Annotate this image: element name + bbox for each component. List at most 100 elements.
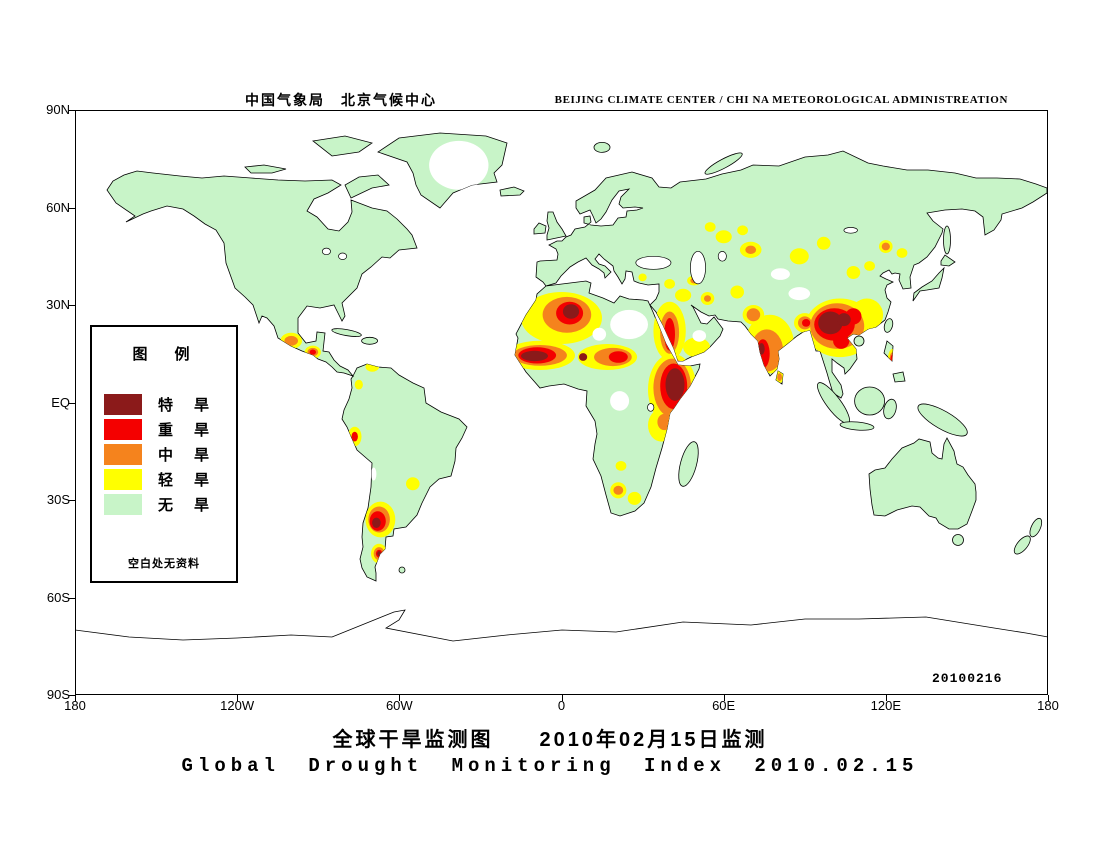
drought-region-light [816, 236, 831, 250]
world-drought-map [75, 110, 1048, 695]
header-chinese: 中国气象局 北京气候中心 [245, 92, 437, 108]
lat-label-EQ: EQ [51, 394, 70, 410]
svalbard [593, 142, 611, 153]
borneo [854, 386, 885, 416]
drought-region-moderate [777, 373, 782, 381]
lon-label-0: 0 [557, 698, 566, 713]
honshu [912, 266, 945, 302]
no-data-patch [592, 327, 607, 341]
drought-region-severe [833, 332, 850, 349]
header-english: BEIJING CLIMATE CENTER / CHI NA METEOROL… [554, 94, 1008, 106]
drought-region-light [704, 222, 716, 232]
sulawesi [883, 398, 897, 420]
drought-region-extreme [579, 353, 588, 361]
lat-label-60S: 60S [46, 589, 70, 605]
legend-label-moderate: 中 旱 [158, 447, 213, 464]
legend-swatch-none [104, 494, 142, 515]
no-data-patch [371, 467, 377, 481]
lakes-layer [321, 227, 858, 412]
lat-tick [69, 695, 75, 696]
lat-tick [69, 110, 75, 111]
drought-region-light [615, 461, 627, 471]
lon-tick [75, 695, 76, 701]
lake [338, 252, 348, 260]
drought-region-light [664, 279, 675, 289]
lon-label-60E: 60E [712, 698, 736, 713]
drought-region-light [730, 285, 744, 299]
drought-region-extreme [837, 313, 851, 327]
drought-region-severe [351, 431, 358, 442]
taiwan [883, 318, 894, 333]
lon-tick [1048, 695, 1049, 701]
antarctica [75, 609, 1048, 695]
legend-item-extreme: 特 旱 [104, 392, 236, 417]
no-data-patch [692, 330, 707, 342]
drought-region-light [406, 477, 420, 491]
hainan [853, 335, 865, 347]
drought-region-extreme [562, 304, 580, 319]
no-data-patch [770, 268, 790, 280]
legend-item-light: 轻 旱 [104, 467, 236, 492]
drought-layer-extreme [372, 304, 851, 556]
legend-swatch-moderate [104, 444, 142, 465]
lon-label-60W: 60W [385, 698, 413, 713]
lake [647, 403, 655, 412]
lat-label-30N: 30N [46, 297, 70, 312]
drought-region-severe [608, 351, 628, 363]
legend-title: 图 例 [132, 346, 196, 363]
lon-label-180: 180 [64, 698, 86, 713]
lon-label-120W: 120W [220, 698, 255, 713]
no-data-layer [371, 140, 811, 481]
legend-item-moderate: 中 旱 [104, 442, 236, 467]
drought-region-severe [664, 318, 675, 351]
hispaniola [361, 336, 379, 345]
drought-region-extreme [665, 368, 685, 401]
lon-tick [561, 695, 563, 701]
map-datestamp: 20100216 [932, 671, 1003, 686]
drought-region-extreme [818, 311, 843, 335]
new-zealand-south [1013, 535, 1031, 555]
drought-region-moderate [613, 485, 624, 495]
legend-item-none: 无 旱 [104, 492, 236, 517]
lon-tick [885, 695, 887, 701]
drought-region-moderate [657, 413, 671, 431]
no-data-patch [429, 140, 489, 190]
drought-region-light [638, 273, 647, 282]
great-britain [546, 211, 567, 241]
drought-region-light [737, 225, 748, 236]
lat-label-90S: 90S [46, 687, 70, 702]
map-frame [75, 110, 1048, 695]
drought-region-extreme [372, 517, 381, 528]
drought-region-light [354, 379, 363, 390]
madagascar [678, 441, 699, 487]
drought-region-severe [309, 349, 316, 355]
drought-region-moderate [284, 335, 298, 346]
legend-item-severe: 重 旱 [104, 417, 236, 442]
legend-swatch-light [104, 469, 142, 490]
drought-region-light [365, 361, 380, 372]
lon-label-180: 180 [1037, 698, 1059, 713]
lat-tick [69, 207, 75, 209]
drought-region-moderate [881, 242, 890, 251]
falklands [398, 566, 406, 574]
drought-region-moderate [704, 295, 711, 302]
title-english: Global Drought Monitoring Index 2010.02.… [181, 755, 919, 777]
drought-region-light [896, 248, 908, 258]
hokkaido [940, 254, 956, 267]
lake [843, 227, 858, 234]
no-data-patch [788, 287, 811, 301]
lat-tick [69, 305, 75, 306]
cuba [331, 328, 362, 337]
drought-region-light [627, 491, 642, 505]
drought-region-moderate [746, 308, 761, 322]
no-data-patch [610, 391, 630, 411]
drought-region-light [675, 288, 692, 302]
drought-region-severe [802, 319, 811, 327]
no-data-patch [610, 309, 648, 340]
lon-tick [237, 695, 239, 701]
drought-region-light [864, 261, 875, 271]
drought-region-light [789, 248, 809, 265]
drought-region-moderate [745, 245, 757, 254]
lat-tick [69, 402, 75, 404]
